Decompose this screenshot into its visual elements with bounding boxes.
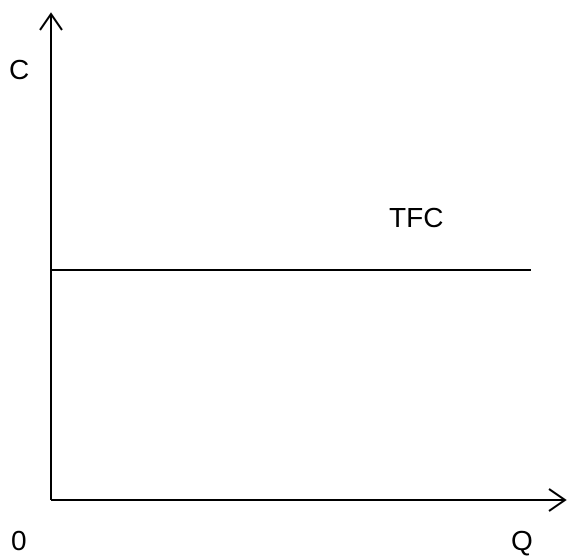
x-axis-label: Q [511,525,533,556]
y-axis-arrowhead [39,12,63,31]
origin-label: 0 [11,525,27,556]
y-axis-label: C [9,54,29,85]
x-axis-arrowhead [548,488,567,512]
series-label-tfc: TFC [389,202,443,233]
